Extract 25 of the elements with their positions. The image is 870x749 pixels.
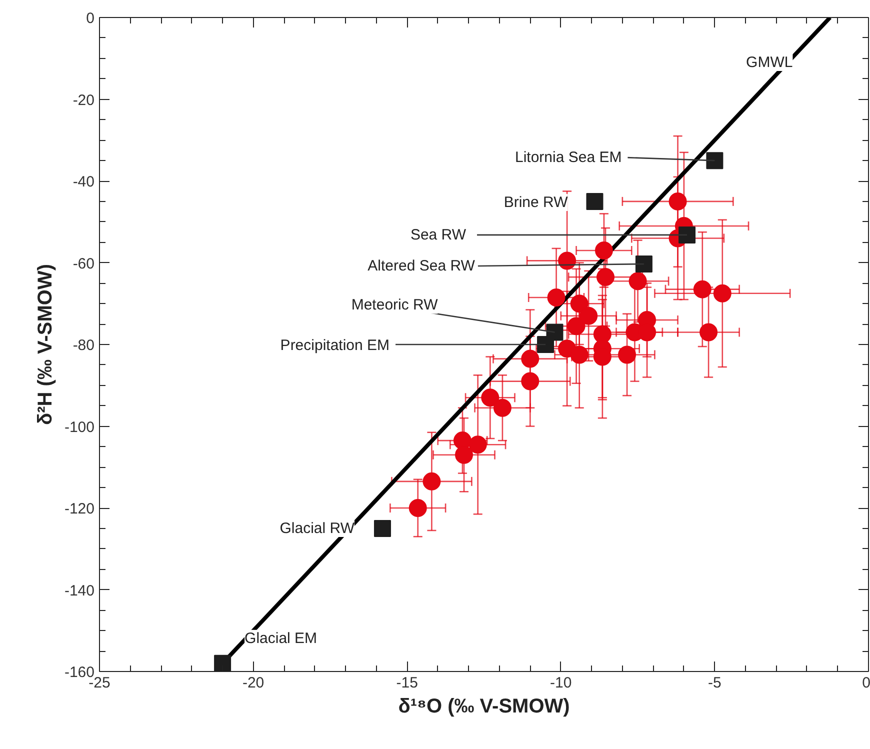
x-tick-label: -10	[550, 674, 572, 692]
annotation: Sea RW	[410, 226, 467, 244]
annotation: Meteoric RW	[351, 296, 439, 314]
series-label: GMWL	[746, 54, 793, 71]
annotation: Precipitation EM	[280, 337, 390, 354]
annotation: Brine RW	[504, 194, 569, 211]
y-tick-label: -60	[72, 255, 95, 272]
annotation: Litornia Sea EM	[514, 149, 622, 166]
annotation: Altered Sea RW	[368, 257, 476, 274]
x-tick-label: -20	[242, 674, 264, 692]
y-tick-label: -40	[72, 174, 95, 190]
annotation: Glacial EM	[244, 630, 318, 647]
y-axis-title: δ²H (‰ V-SMOW)	[34, 264, 56, 425]
y-tick-label: -160	[64, 664, 95, 681]
x-tick-label: -5	[708, 674, 722, 692]
y-tick-label: 0	[86, 10, 94, 27]
x-axis-title: δ¹⁸O (‰ V-SMOW)	[398, 696, 570, 718]
x-tick-label: -15	[396, 674, 418, 692]
annotation: Glacial RW	[280, 520, 356, 537]
y-tick-label: -20	[72, 92, 95, 109]
y-tick-label: -120	[64, 500, 95, 518]
y-tick-label: -80	[72, 337, 95, 354]
y-tick-label: -140	[64, 582, 95, 600]
y-tick-label: -100	[64, 418, 95, 436]
x-tick-label: 0	[862, 674, 870, 692]
